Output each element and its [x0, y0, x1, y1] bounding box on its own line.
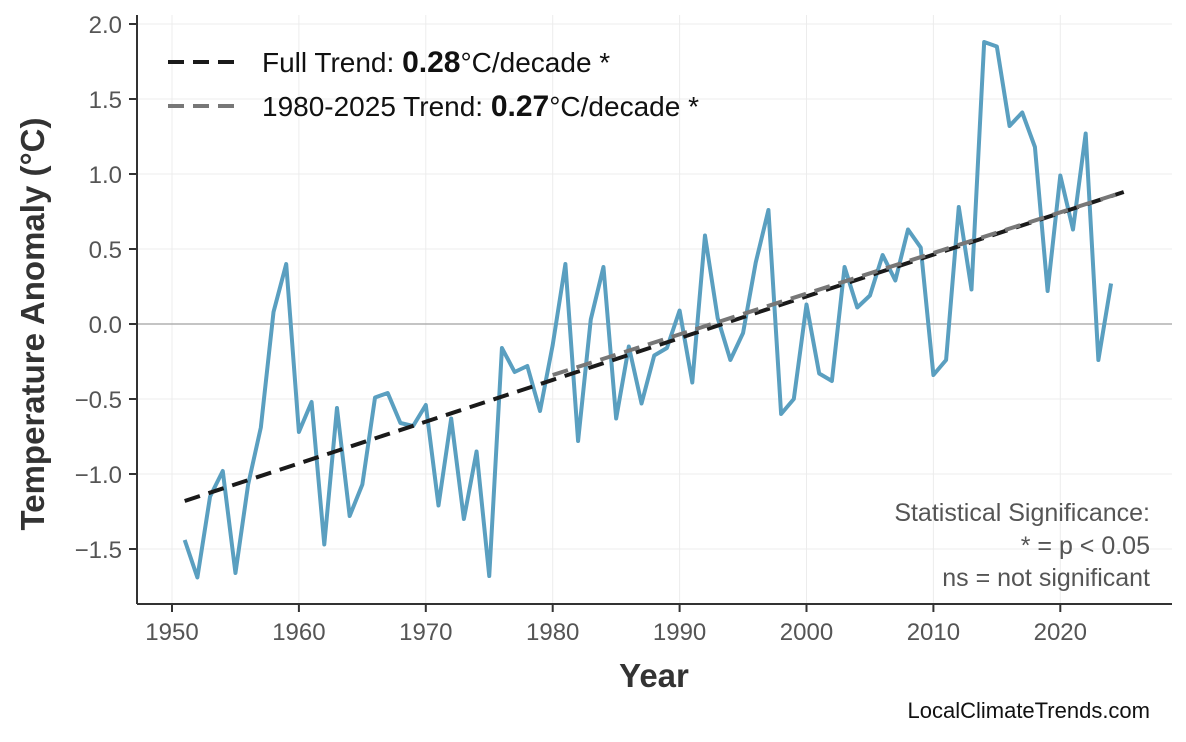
- x-tick-label: 2020: [1034, 619, 1087, 646]
- y-tick-label: 1.5: [89, 87, 122, 114]
- series-points: [185, 42, 1112, 578]
- y-tick-label: 1.0: [89, 162, 122, 189]
- recent-trend-line: [553, 192, 1124, 375]
- x-ticks: 1950 1960 1970 1980 1990 2000 2010 2020: [145, 604, 1087, 646]
- credit: LocalClimateTrends.com: [908, 698, 1151, 723]
- significance-note: Statistical Significance: * = p < 0.05 n…: [894, 499, 1150, 592]
- x-tick-label: 2010: [907, 619, 960, 646]
- y-tick-label: 0.5: [89, 237, 122, 264]
- y-tick-label: −0.5: [75, 387, 122, 414]
- x-tick-label: 1950: [145, 619, 198, 646]
- x-tick-label: 1990: [653, 619, 706, 646]
- y-tick-label: −1.5: [75, 537, 122, 564]
- y-axis-label: Temperature Anomaly (°C): [14, 118, 51, 531]
- y-tick-label: 0.0: [89, 312, 122, 339]
- legend-recent-trend-label: 1980-2025 Trend: 0.27°C/decade *: [262, 90, 699, 123]
- y-tick-label: 2.0: [89, 12, 122, 39]
- x-tick-label: 1960: [272, 619, 325, 646]
- x-axis-label: Year: [619, 657, 689, 694]
- legend: Full Trend: 0.28°C/decade * 1980-2025 Tr…: [168, 46, 699, 123]
- significance-star: * = p < 0.05: [1021, 532, 1150, 560]
- x-tick-label: 1970: [399, 619, 452, 646]
- y-tick-label: −1.0: [75, 462, 122, 489]
- significance-title: Statistical Significance:: [894, 499, 1150, 527]
- legend-full-trend-label: Full Trend: 0.28°C/decade *: [262, 46, 610, 79]
- y-ticks: −1.5 −1.0 −0.5 0.0 0.5 1.0 1.5 2.0: [75, 12, 137, 564]
- series-line: [185, 42, 1111, 578]
- x-tick-label: 2000: [780, 619, 833, 646]
- significance-ns: ns = not significant: [942, 564, 1150, 592]
- x-tick-label: 1980: [526, 619, 579, 646]
